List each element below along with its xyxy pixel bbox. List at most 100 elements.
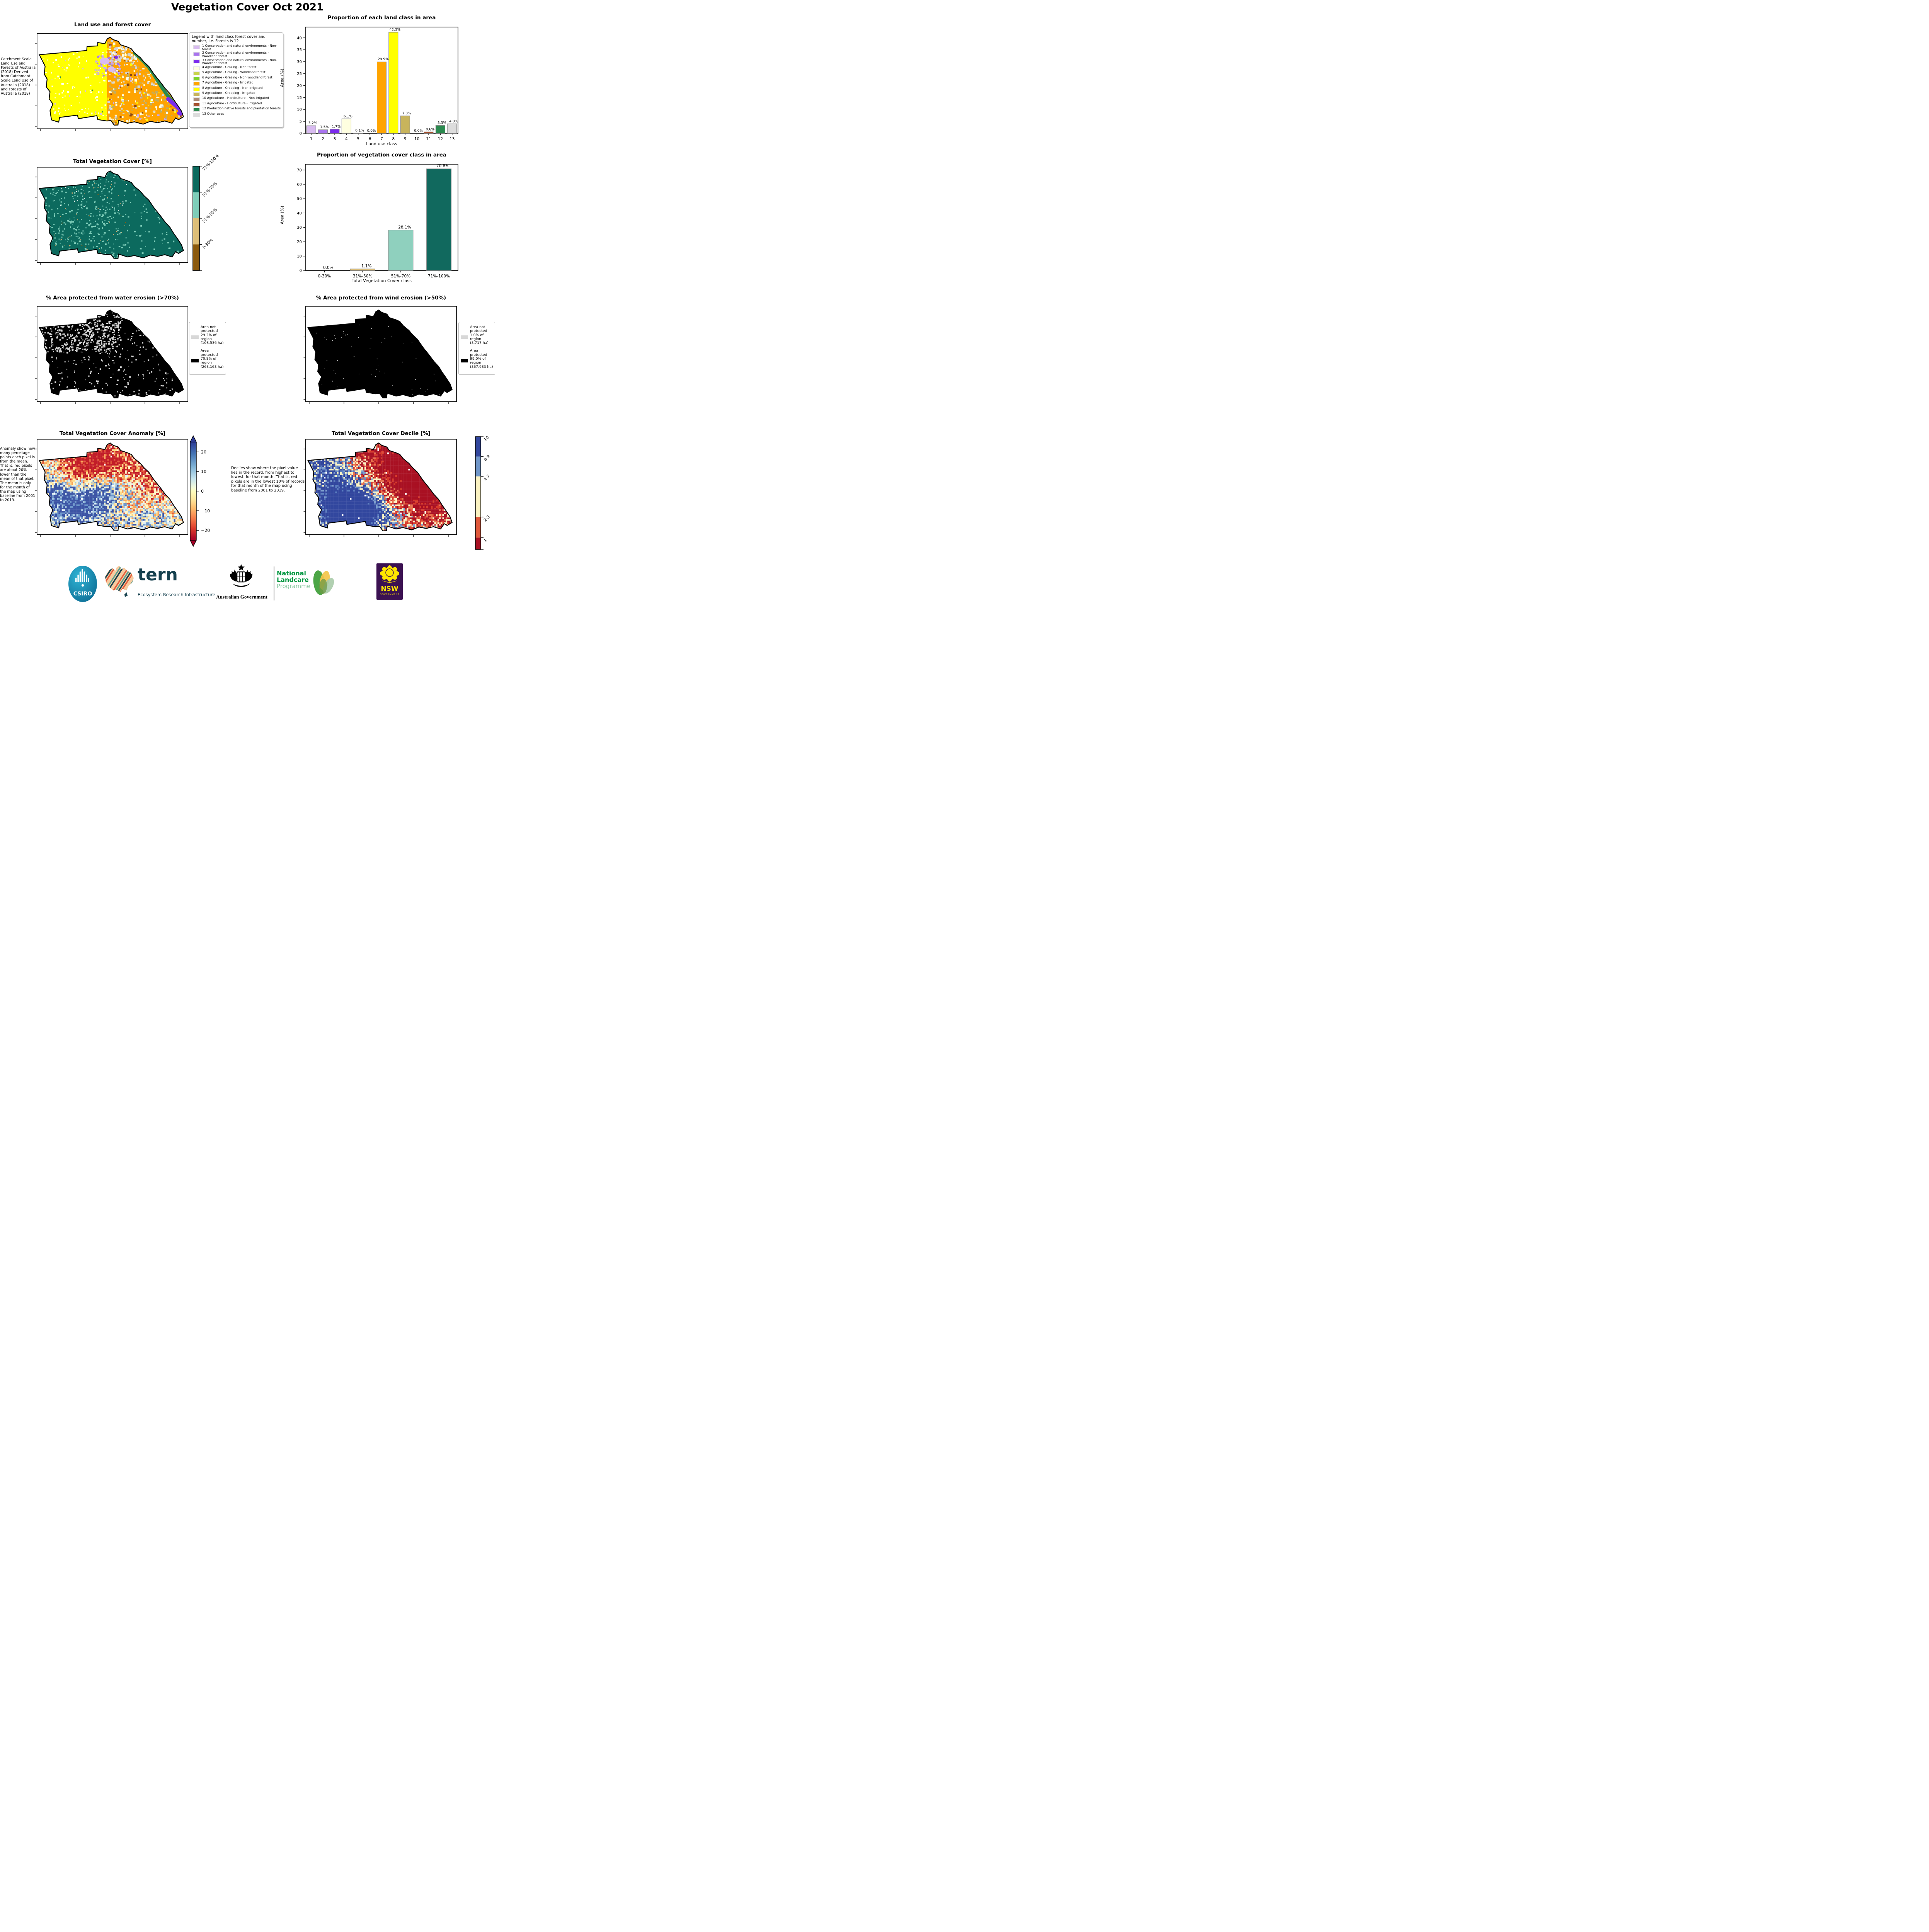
australian-government-label: Australian Government [216, 594, 267, 600]
legend-label: Area not protected 1.0% of region (3,717… [470, 325, 489, 345]
bar-value-label: 6.1% [344, 114, 352, 118]
x-tick-label: 4 [345, 137, 348, 141]
y-tick-label: 25 [297, 72, 302, 76]
colorbar-label: 0-30% [202, 238, 214, 250]
y-tick-label: 10 [297, 108, 302, 112]
colorbar-label: 10 [483, 435, 490, 442]
colorbar-tick-label: −10 [201, 509, 210, 514]
legend-item: 10 Agriculture - Horticulture - Non-irri… [193, 96, 281, 102]
australian-government-crest-icon [230, 564, 253, 587]
y-tick-label: 50 [297, 197, 302, 201]
legend-item: Area not protected 29.2% of region (108,… [191, 325, 224, 345]
legend-swatch [193, 102, 200, 107]
bar-value-label: 3.3% [438, 121, 446, 125]
y-tick-label: 15 [297, 96, 302, 100]
legend-label: 6 Agriculture - Grazing - Non-woodland f… [202, 75, 272, 79]
legend-item: 6 Agriculture - Grazing - Non-woodland f… [193, 76, 281, 81]
legend-swatch [193, 71, 200, 76]
land-class-chart-xlabel: Land use class [366, 141, 397, 146]
legend-item: Area not protected 1.0% of region (3,717… [460, 325, 494, 345]
y-tick-label: 30 [297, 226, 302, 230]
bar [330, 129, 340, 134]
legend-label: 4 Agriculture - Grazing - Non-forest [202, 65, 257, 69]
colorbar-label: 51%-70% [202, 182, 218, 198]
veg-cover-map [35, 167, 188, 265]
legend-item: 11 Agriculture - Horticulture - Irrigate… [193, 102, 281, 107]
land-class-chart-title: Proportion of each land class in area [327, 15, 436, 21]
water-erosion-legend: Area not protected 29.2% of region (108,… [189, 322, 226, 375]
legend-swatch [193, 87, 200, 91]
legend-swatch [193, 66, 200, 71]
legend-swatch [193, 82, 200, 86]
bar [318, 129, 328, 134]
bar [388, 230, 414, 271]
bar-value-label: 3.2% [308, 121, 317, 125]
bar [388, 32, 398, 134]
y-tick-label: 5 [300, 120, 302, 124]
legend-swatch [193, 92, 200, 96]
colorbar-tick-label: 0 [201, 489, 204, 494]
bar [376, 61, 387, 134]
tern-subtitle: Ecosystem Research Infrastructure [138, 592, 215, 597]
colorbar-label: 71%-100% [202, 154, 220, 172]
legend-label: 13 Other uses [202, 112, 224, 116]
legend-label: 7 Agriculture - Grazing - Irrigated [202, 81, 254, 85]
bar-value-label: 42.3% [390, 28, 401, 32]
legend-swatch [193, 45, 200, 49]
x-tick-label: 3 [334, 137, 336, 141]
landcare-line: National [277, 570, 306, 577]
protected-swatch [191, 359, 199, 363]
y-tick-label: 40 [297, 36, 302, 40]
bar-value-label: 1.7% [332, 125, 341, 129]
x-tick-label: 2 [322, 137, 324, 141]
tern-australia-icon [105, 566, 134, 597]
x-tick-label: 6 [369, 137, 371, 141]
veg-cover-colorbar: 71%-100% 51%-70% 31%-50% 0-30% [192, 154, 242, 277]
veg-class-bar-chart: 0 10 20 30 40 50 60 70 0-30% 0.0% 31%-50% 1.1% 51%-7… [297, 164, 458, 279]
csiro-logo: CSIRO [68, 566, 97, 602]
colorbar-label: 2-3 [483, 515, 491, 523]
legend-swatch [193, 52, 200, 56]
x-tick-label: 0-30% [318, 274, 331, 279]
legend-label: Area protected 99.0% of region (367,983 … [470, 349, 493, 369]
bar-value-label: 29.9% [378, 58, 389, 61]
decile-colorbar: 10 8-9 4-7 2-3 1 [475, 435, 491, 550]
legend-label: 9 Agriculture - Cropping - Irrigated [202, 91, 255, 95]
bar-value-label: 1.1% [361, 264, 372, 269]
report-page: Vegetation Cover Oct 2021 Land use and f… [0, 0, 495, 605]
land-use-map-title: Land use and forest cover [74, 22, 151, 28]
x-tick-label: 31%-50% [353, 274, 372, 279]
legend-swatch [193, 113, 200, 117]
bar [400, 116, 410, 134]
protected-swatch [461, 359, 468, 363]
x-tick-label: 51%-70% [391, 274, 410, 279]
x-tick-label: 1 [310, 137, 313, 141]
bar [447, 123, 457, 134]
csiro-label: CSIRO [73, 591, 92, 597]
bar-value-label: 0.0% [323, 265, 334, 270]
tern-wordmark: tern [138, 565, 178, 585]
legend-label: 2 Conservation and natural environments … [202, 51, 269, 58]
bar-value-label: 0.6% [426, 128, 435, 131]
legend-label: 5 Agriculture - Grazing - Woodland fores… [202, 70, 266, 74]
y-tick-label: 0 [300, 132, 302, 136]
x-tick-label: 10 [414, 137, 419, 141]
colorbar-label: 8-9 [483, 454, 491, 462]
legend-item: 4 Agriculture - Grazing - Non-forest [193, 65, 281, 71]
map-pixels [39, 171, 184, 259]
y-tick-label: 35 [297, 48, 302, 52]
legend-swatch [193, 59, 200, 63]
nsw-sub-label: GOVERNMENT [380, 593, 400, 596]
x-tick-label: 12 [438, 137, 443, 141]
legend-item: 2 Conservation and natural environments … [193, 51, 281, 58]
water-erosion-map-title: % Area protected from water erosion (>70… [46, 295, 179, 301]
x-tick-label: 9 [404, 137, 407, 141]
colorbar-tick-label: 10 [201, 469, 206, 474]
land-use-note: Catchment Scale Land Use and Forests of … [1, 57, 36, 96]
x-tick-label: 8 [392, 137, 395, 141]
legend-label: 8 Agriculture - Cropping - Non-irrigated [202, 86, 263, 90]
wind-erosion-map [303, 306, 457, 404]
legend-label: 10 Agriculture - Horticulture - Non-irri… [202, 96, 269, 100]
colorbar-label: 1 [483, 538, 488, 543]
y-tick-label: 30 [297, 60, 302, 64]
